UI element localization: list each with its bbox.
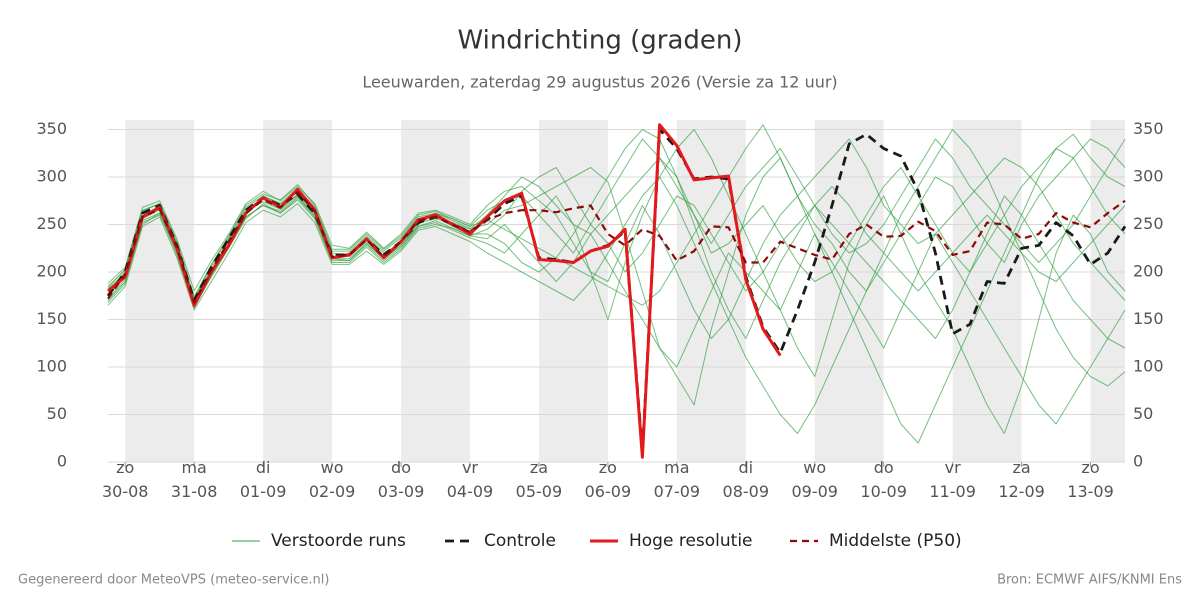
y-tick-label: 50 [47,404,67,423]
y-tick-label: 250 [36,214,67,233]
y2-tick-label: 100 [1133,357,1164,376]
day-band [1090,120,1125,462]
legend-label: Controle [484,531,556,551]
y-tick-label: 350 [36,119,67,138]
x-tick-label: za 05-09 [515,458,563,501]
x-tick-label: wo 09-09 [791,458,838,501]
day-band [263,120,333,462]
x-tick-label: di 01-09 [239,458,287,501]
y-tick-label: 0 [57,452,67,471]
legend-label: Hoge resolutie [629,531,753,551]
y-tick-label: 300 [36,167,67,186]
ensemble-line [107,138,1126,298]
x-tick-label: vr 11-09 [929,458,976,501]
y-tick-label: 200 [36,262,67,281]
series-line [107,191,1126,304]
x-tick-label: wo 02-09 [308,458,356,501]
chart-title: Windrichting (graden) [457,26,742,56]
y2-tick-label: 50 [1133,404,1153,423]
y-tick-label: 100 [36,357,67,376]
x-tick-label: ma 07-09 [653,458,701,501]
day-band [125,120,195,462]
legend-label: Verstoorde runs [271,531,406,551]
chart-subtitle: Leeuwarden, zaterdag 29 augustus 2026 (V… [362,73,837,92]
x-tick-label: di 08-09 [722,458,770,501]
y-tick-label: 150 [36,309,67,328]
footer-right: Bron: ECMWF AIFS/KNMI Ens [997,573,1182,588]
ensemble-line [107,167,1126,307]
x-tick-label: za 12-09 [998,458,1045,501]
x-tick-label: zo 30-08 [101,458,149,501]
y2-tick-label: 200 [1133,262,1164,281]
x-tick-label: do 03-09 [377,458,425,501]
x-tick-label: do 10-09 [860,458,907,501]
footer-left: Gegenereerd door MeteoVPS (meteo-service… [18,573,329,588]
x-tick-label: zo 06-09 [584,458,632,501]
y2-tick-label: 0 [1133,452,1143,471]
x-tick-label: ma 31-08 [170,458,218,501]
ensemble-line [107,129,1126,349]
y2-tick-label: 250 [1133,214,1164,233]
y2-tick-label: 150 [1133,309,1164,328]
day-band [401,120,470,462]
y2-tick-label: 350 [1133,119,1164,138]
ensemble-line [107,195,1126,425]
ensemble-line [107,124,1126,444]
legend-label: Middelste (P50) [829,531,962,551]
x-tick-label: zo 13-09 [1067,458,1114,501]
y2-tick-label: 300 [1133,167,1164,186]
x-tick-label: vr 04-09 [446,458,494,501]
